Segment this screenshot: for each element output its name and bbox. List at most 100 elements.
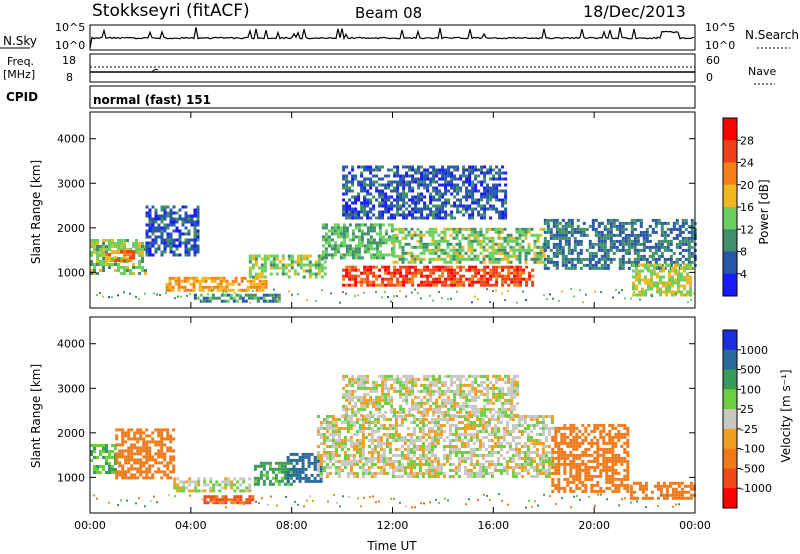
nsky-tick-right-top: 10^5 [705,21,735,34]
echo-cell [127,476,131,480]
echo-cell [495,183,499,187]
echo-cell [381,377,385,381]
echo-cell [351,238,355,242]
echo-cell [541,433,545,436]
echo-cell [290,257,294,261]
echo-cell [346,415,350,418]
nave-label: Nave [748,65,776,78]
echo-cell [436,436,440,439]
echo-cell [172,470,176,474]
echo-cell [432,413,436,417]
echo-cell [429,283,433,287]
echo-cell [431,248,435,252]
echo-cell [654,242,658,246]
echo-cell [457,475,461,478]
echo-cell [342,207,346,211]
echo-cell [402,213,406,217]
echo-cell [443,233,447,237]
echo-cell [465,168,469,172]
echo-cell [630,218,634,222]
echo-cell [348,392,352,396]
echo-cell [459,210,463,214]
echo-cell [232,296,236,300]
echo-cell [317,272,321,276]
noise-cell [174,297,176,300]
echo-cell [151,232,155,236]
echo-cell [160,226,164,230]
echo-cell [633,233,637,237]
echo-cell [193,232,197,236]
echo-cell [480,168,484,172]
echo-cell [96,471,99,474]
echo-cell [242,477,246,481]
echo-cell [689,284,692,288]
echo-cell [546,254,550,258]
echo-cell [492,186,496,190]
echo-cell [172,455,176,459]
echo-cell [384,392,388,396]
echo-cell [324,247,328,251]
echo-cell [482,248,486,252]
echo-cell [462,213,466,217]
echo-cell [235,299,239,303]
echo-cell [342,241,346,245]
echo-cell [663,230,667,234]
echo-cell [495,207,499,211]
echo-cell [366,271,370,275]
echo-cell [442,448,446,451]
echo-cell [585,227,589,231]
echo-cell [465,192,469,196]
station-title: Stokkseyri (fitACF) [92,1,250,21]
echo-cell [396,189,400,193]
echo-cell [648,260,652,264]
echo-cell [515,257,519,261]
echo-cell [495,192,499,196]
echo-cell [124,449,128,453]
echo-cell [416,245,420,249]
echo-cell [299,263,303,267]
echo-cell [193,296,197,300]
echo-cell [259,461,263,465]
echo-cell [536,257,540,261]
echo-cell [573,257,577,261]
echo-cell [115,455,119,459]
echo-cell [141,257,144,260]
echo-cell [328,427,332,430]
echo-cell [638,269,641,273]
echo-cell [387,398,391,402]
echo-cell [645,245,649,249]
echo-cell [369,235,373,239]
echo-cell [287,257,291,261]
echo-cell [515,236,519,240]
echo-cell [343,427,347,430]
echo-cell [108,239,111,242]
echo-cell [219,282,223,286]
echo-cell [523,421,527,424]
echo-cell [121,449,125,453]
echo-cell [445,460,449,463]
echo-cell [498,198,502,202]
echo-cell [486,283,490,287]
echo-cell [433,421,437,424]
echo-cell [168,285,172,289]
echo-cell [357,229,361,233]
echo-cell [603,236,607,240]
echo-cell [169,244,173,248]
echo-cell [163,247,167,251]
echo-cell [486,265,490,269]
echo-cell [333,250,337,254]
echo-cell [448,457,452,460]
echo-cell [650,275,653,279]
echo-cell [172,467,176,471]
noise-cell [612,296,614,299]
echo-cell [455,248,459,252]
echo-cell [375,401,379,405]
echo-cell [469,433,473,436]
echo-cell [570,221,574,225]
echo-cell [157,470,161,474]
echo-cell [538,439,542,442]
echo-cell [163,473,167,477]
echo-cell [139,446,143,450]
echo-cell [357,213,361,217]
echo-cell [348,250,352,254]
